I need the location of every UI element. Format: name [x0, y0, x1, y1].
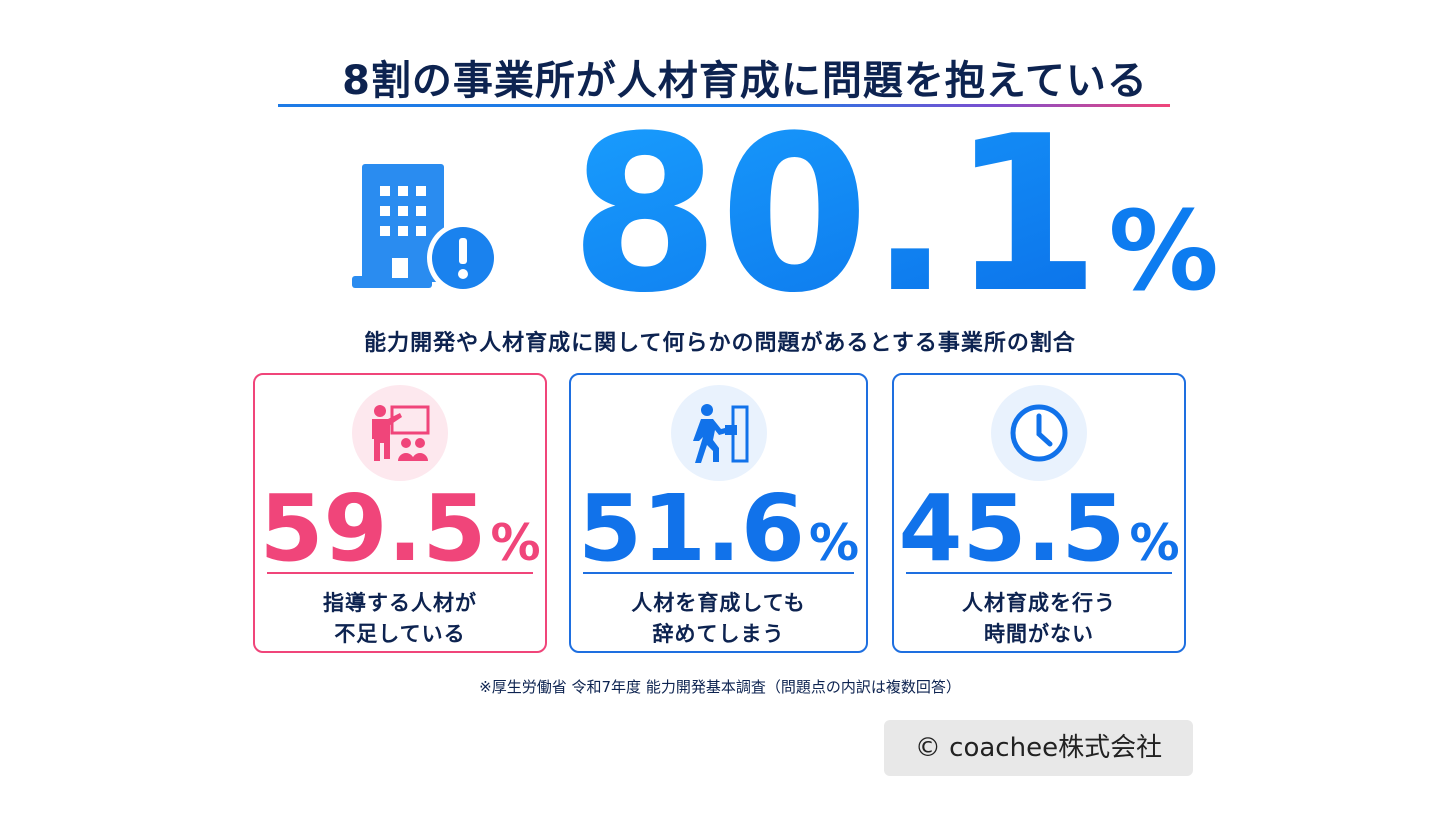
stat-card: 59.5% 指導する人材が 不足している — [253, 373, 547, 653]
clock-icon — [1010, 404, 1068, 462]
stat-label: 人材育成を行う — [962, 591, 1116, 615]
stat-card: 45.5% 人材育成を行う 時間がない — [892, 373, 1186, 653]
stat-label: 時間がない — [984, 622, 1094, 646]
stat-label: 不足している — [334, 622, 466, 646]
stat-number: 59.5 — [259, 475, 487, 582]
building-icon — [352, 164, 499, 294]
stat-label: 辞めてしまう — [652, 622, 785, 646]
headline-caption: 能力開発や人材育成に関して何らかの問題があるとする事業所の割合 — [364, 331, 1076, 356]
stat-unit: % — [1129, 514, 1180, 572]
title: 8割の事業所が人材育成に問題を抱えている — [342, 58, 1148, 104]
leaving-icon — [692, 404, 748, 463]
stat-value: 45.5% — [894, 475, 1184, 582]
stat-number: 45.5 — [898, 475, 1126, 582]
headline-value: 80.1% — [570, 107, 1219, 322]
stat-value: 51.6% — [571, 475, 866, 582]
credit: © coachee株式会社 — [884, 720, 1193, 776]
icon-circle — [991, 385, 1087, 481]
headline-number: 80.1 — [570, 89, 1101, 340]
stat-card: 51.6% 人材を育成しても 辞めてしまう — [569, 373, 868, 653]
divider — [906, 572, 1172, 574]
stat-value: 59.5% — [255, 475, 545, 582]
stat-label: 指導する人材が — [323, 591, 477, 615]
icon-circle — [352, 385, 448, 481]
footnote: ※厚生労働省 令和7年度 能力開発基本調査（問題点の内訳は複数回答） — [479, 678, 961, 696]
stat-unit: % — [808, 514, 860, 572]
divider — [583, 572, 854, 574]
stat-unit: % — [490, 514, 541, 572]
stat-label: 人材を育成しても — [631, 591, 806, 615]
stat-number: 51.6 — [577, 475, 805, 582]
title-underline — [278, 104, 1170, 107]
teacher-icon — [372, 405, 430, 461]
headline-unit: % — [1108, 187, 1219, 315]
divider — [267, 572, 533, 574]
icon-circle — [670, 385, 767, 481]
